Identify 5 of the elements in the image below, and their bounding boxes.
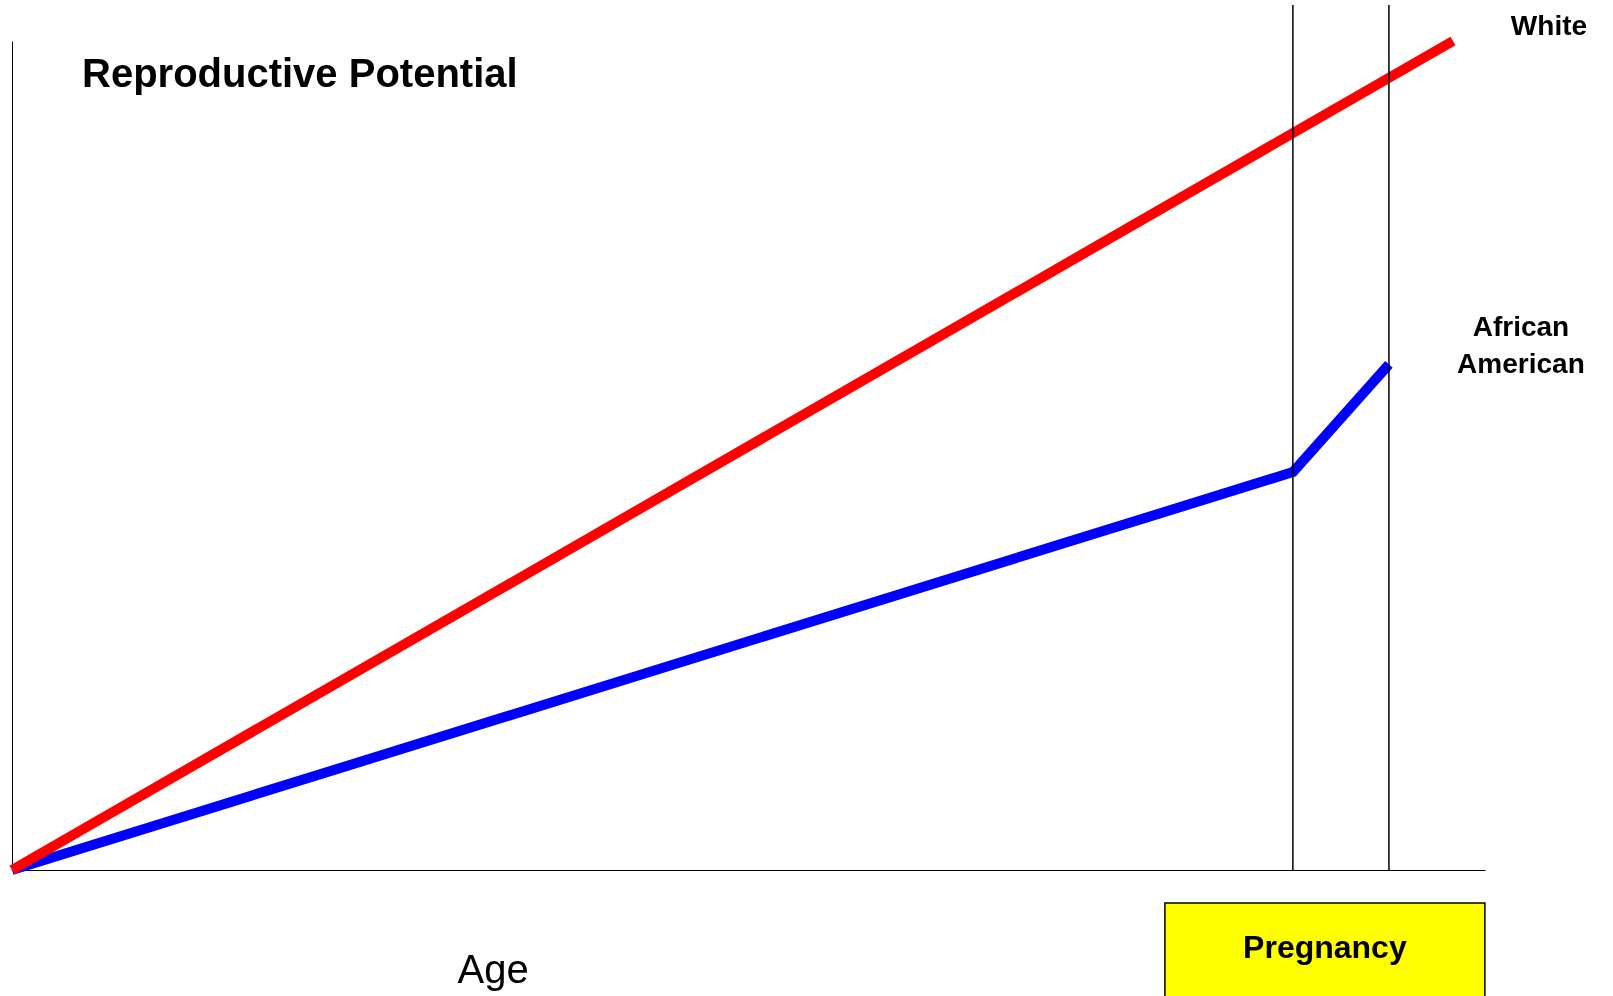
chart-title: Reproductive Potential: [82, 51, 518, 96]
text: White: [1510, 10, 1588, 41]
x-axis-title: Age: [457, 946, 529, 991]
text: Pregnancy: [1243, 929, 1407, 965]
text: African American: [1457, 311, 1585, 380]
